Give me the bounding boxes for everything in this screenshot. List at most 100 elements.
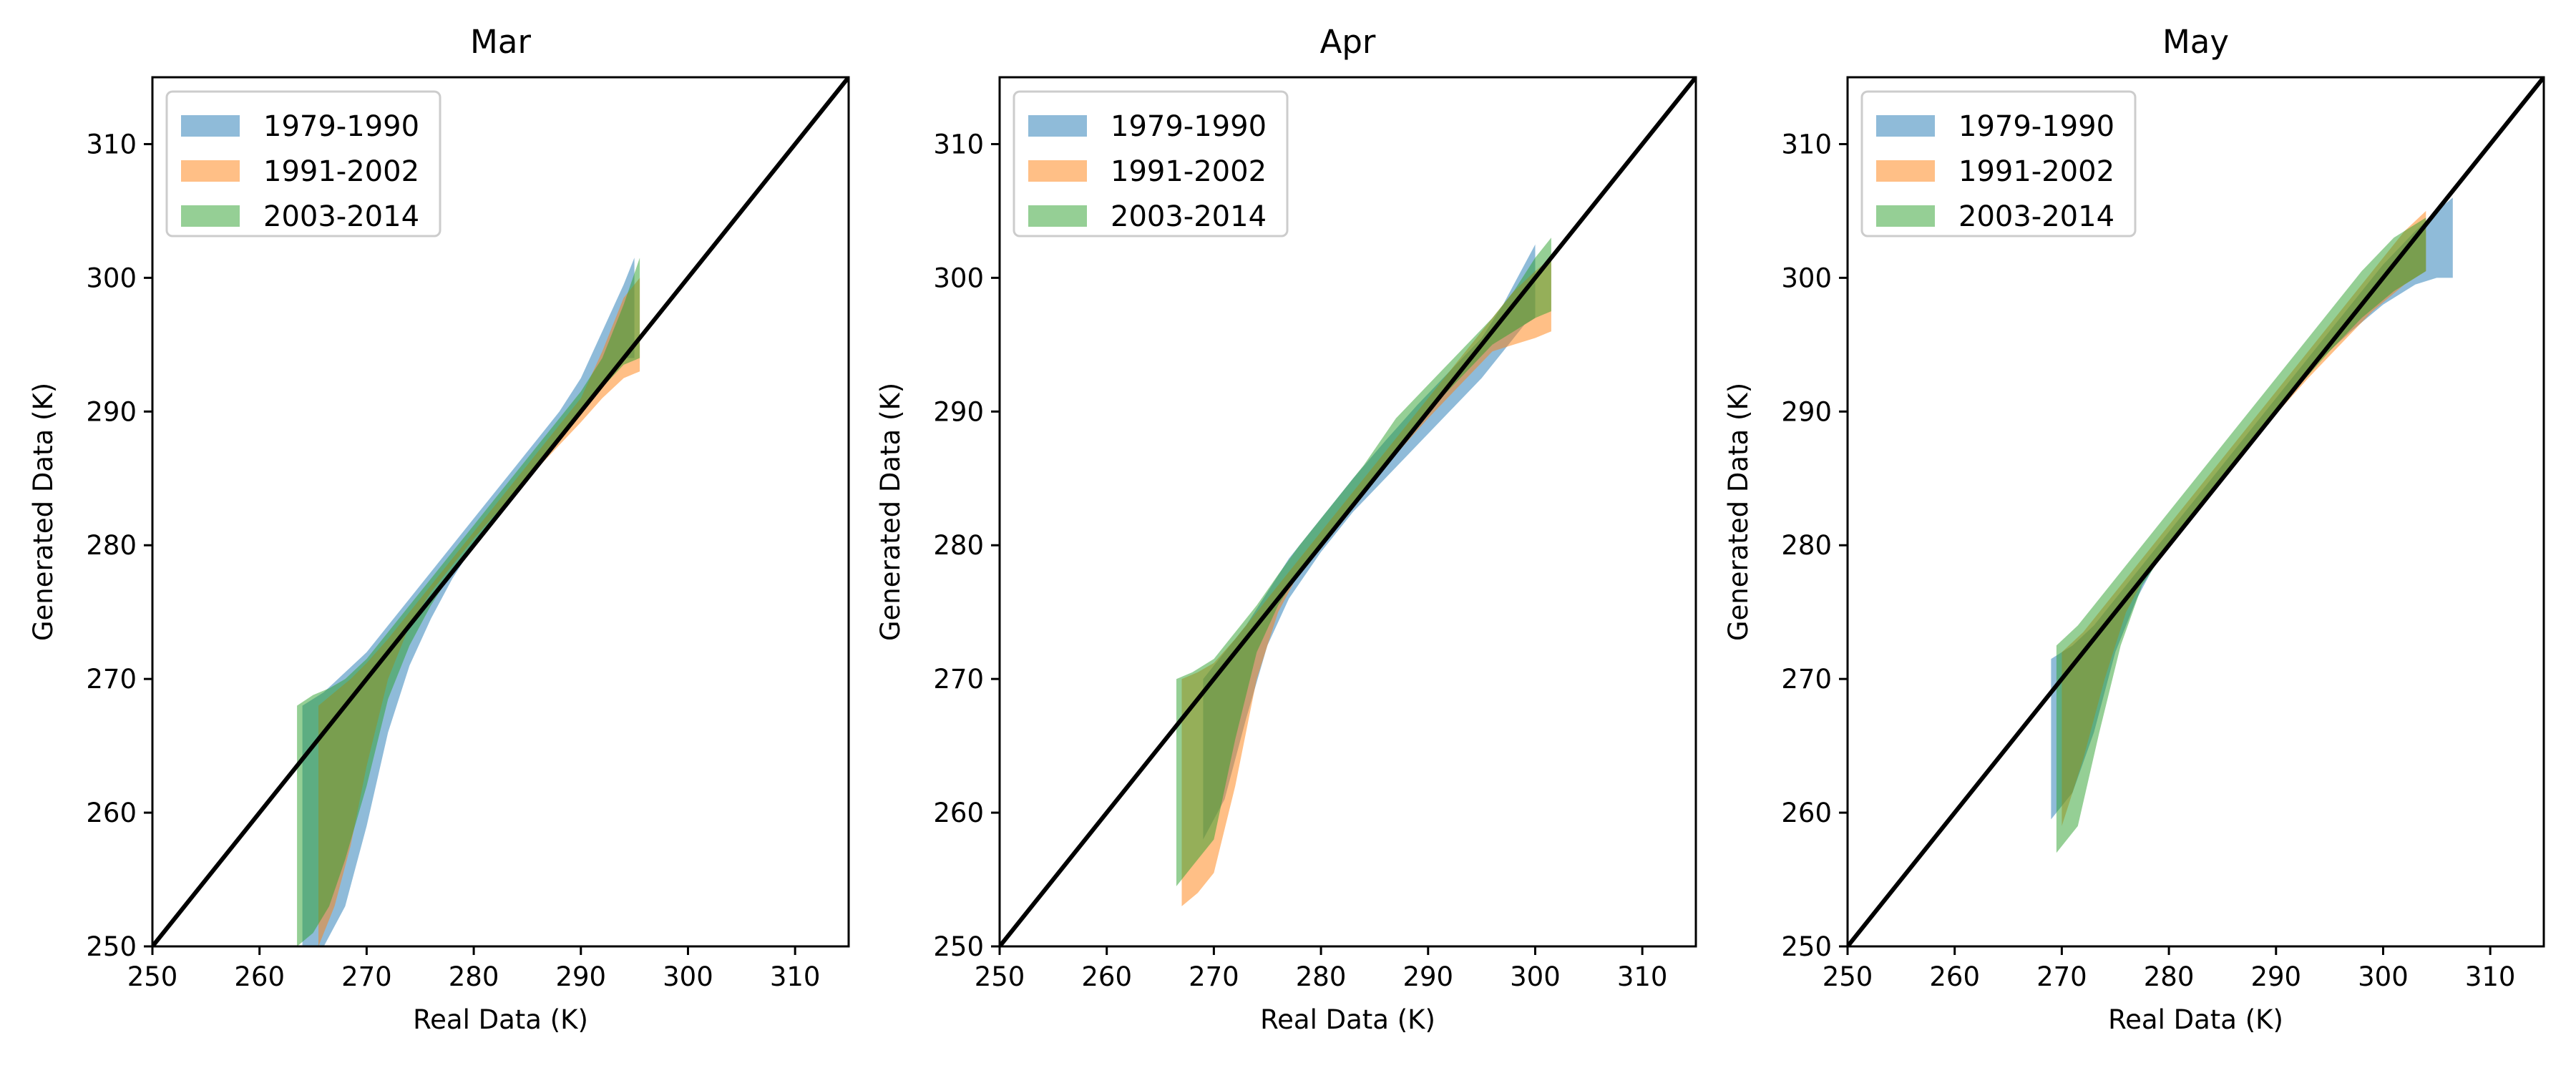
x-tick-label: 290 <box>2250 961 2301 992</box>
legend-swatch <box>1876 115 1935 137</box>
y-tick-label: 310 <box>1781 129 1832 160</box>
y-ticks: 250 260 270 280 290 300 310 <box>933 129 1000 962</box>
series-layer <box>1176 237 1551 906</box>
y-tick-label: 280 <box>86 530 137 561</box>
reference-line <box>152 77 849 946</box>
x-tick-label: 260 <box>1081 961 1132 992</box>
x-tick-label: 300 <box>1510 961 1561 992</box>
legend-label: 2003-2014 <box>263 200 419 233</box>
legend-swatch <box>1876 160 1935 182</box>
x-axis-label: Real Data (K) <box>2108 1004 2283 1035</box>
legend-label: 1991-2002 <box>1111 155 1267 188</box>
panel-title: Apr <box>1320 23 1376 61</box>
x-tick-label: 300 <box>663 961 713 992</box>
panel-mar: Mar 250 260 270 280 290 300 310 250 260 270 280 29… <box>28 23 850 1035</box>
reference-line <box>1000 77 1696 946</box>
x-tick-label: 270 <box>2036 961 2087 992</box>
panel-apr: Apr 250 260 270 280 290 300 310 250 260 270 280 29… <box>875 23 1697 1035</box>
y-tick-label: 290 <box>1781 396 1832 427</box>
y-axis-label: Generated Data (K) <box>28 383 59 641</box>
y-tick-label: 290 <box>86 396 137 427</box>
legend-label: 2003-2014 <box>1111 200 1267 233</box>
legend-entry: 1979-1990 <box>1028 110 1267 143</box>
plot-frame <box>1846 76 2545 948</box>
y-axis-label: Generated Data (K) <box>1723 383 1754 641</box>
panel-title: Mar <box>470 23 531 61</box>
x-tick-label: 310 <box>770 961 821 992</box>
y-tick-label: 260 <box>933 798 984 828</box>
legend-swatch <box>1876 205 1935 227</box>
y-tick-label: 280 <box>1781 530 1832 561</box>
x-tick-label: 270 <box>341 961 392 992</box>
legend-swatch <box>1028 115 1087 137</box>
legend-entry: 2003-2014 <box>181 200 419 233</box>
legend: 1979-1990 1991-2002 2003-2014 <box>1860 90 2137 237</box>
x-tick-label: 270 <box>1189 961 1239 992</box>
x-tick-label: 290 <box>1402 961 1453 992</box>
x-tick-label: 250 <box>127 961 178 992</box>
x-tick-label: 310 <box>2465 961 2516 992</box>
x-tick-label: 280 <box>2144 961 2195 992</box>
legend: 1979-1990 1991-2002 2003-2014 <box>1013 90 1289 237</box>
x-ticks: 250 260 270 280 290 300 310 <box>975 946 1668 992</box>
legend-swatch <box>1028 160 1087 182</box>
x-tick-label: 280 <box>1296 961 1347 992</box>
legend-entry: 2003-2014 <box>1028 200 1267 233</box>
x-tick-label: 260 <box>234 961 285 992</box>
plot-frame <box>998 76 1697 948</box>
legend-swatch <box>181 205 240 227</box>
y-tick-label: 250 <box>933 931 984 962</box>
y-tick-label: 250 <box>86 931 137 962</box>
series-layer <box>2051 197 2453 853</box>
x-tick-label: 250 <box>975 961 1025 992</box>
x-ticks: 250 260 270 280 290 300 310 <box>1823 946 2516 992</box>
series-band <box>2056 217 2426 853</box>
y-tick-label: 270 <box>933 664 984 695</box>
y-axis-label: Generated Data (K) <box>875 383 906 641</box>
legend-label: 1979-1990 <box>1958 110 2114 143</box>
x-tick-label: 310 <box>1617 961 1668 992</box>
legend-entry: 1979-1990 <box>1876 110 2114 143</box>
legend-label: 1979-1990 <box>1111 110 1267 143</box>
series-layer <box>297 258 640 946</box>
legend-label: 1979-1990 <box>263 110 419 143</box>
x-axis-label: Real Data (K) <box>1260 1004 1435 1035</box>
legend-entry: 1979-1990 <box>181 110 419 143</box>
legend-label: 1991-2002 <box>1958 155 2114 188</box>
legend-swatch <box>181 115 240 137</box>
y-tick-label: 300 <box>86 263 137 293</box>
y-tick-label: 250 <box>1781 931 1832 962</box>
x-ticks: 250 260 270 280 290 300 310 <box>127 946 821 992</box>
x-tick-label: 280 <box>449 961 499 992</box>
y-tick-label: 300 <box>933 263 984 293</box>
y-tick-label: 310 <box>933 129 984 160</box>
y-tick-label: 260 <box>1781 798 1832 828</box>
x-tick-label: 250 <box>1823 961 1873 992</box>
y-tick-label: 310 <box>86 129 137 160</box>
series-band <box>297 258 640 946</box>
y-tick-label: 270 <box>86 664 137 695</box>
plot-frame <box>151 76 850 948</box>
legend-swatch <box>1028 205 1087 227</box>
x-tick-label: 290 <box>555 961 606 992</box>
x-tick-label: 260 <box>1929 961 1980 992</box>
series-band <box>302 258 635 946</box>
y-tick-label: 270 <box>1781 664 1832 695</box>
legend-swatch <box>181 160 240 182</box>
legend-label: 2003-2014 <box>1958 200 2114 233</box>
y-tick-label: 290 <box>933 396 984 427</box>
series-band <box>1203 244 1536 840</box>
legend-entry: 1991-2002 <box>1876 155 2114 188</box>
legend: 1979-1990 1991-2002 2003-2014 <box>165 90 441 237</box>
x-axis-label: Real Data (K) <box>413 1004 588 1035</box>
y-tick-label: 300 <box>1781 263 1832 293</box>
y-ticks: 250 260 270 280 290 300 310 <box>1781 129 1848 962</box>
panel-may: May 250 260 270 280 290 300 310 250 260 270 280 29… <box>1723 23 2545 1035</box>
panel-title: May <box>2162 23 2229 61</box>
y-ticks: 250 260 270 280 290 300 310 <box>86 129 152 962</box>
x-tick-label: 300 <box>2358 961 2409 992</box>
legend-entry: 1991-2002 <box>181 155 419 188</box>
legend-label: 1991-2002 <box>263 155 419 188</box>
y-tick-label: 260 <box>86 798 137 828</box>
